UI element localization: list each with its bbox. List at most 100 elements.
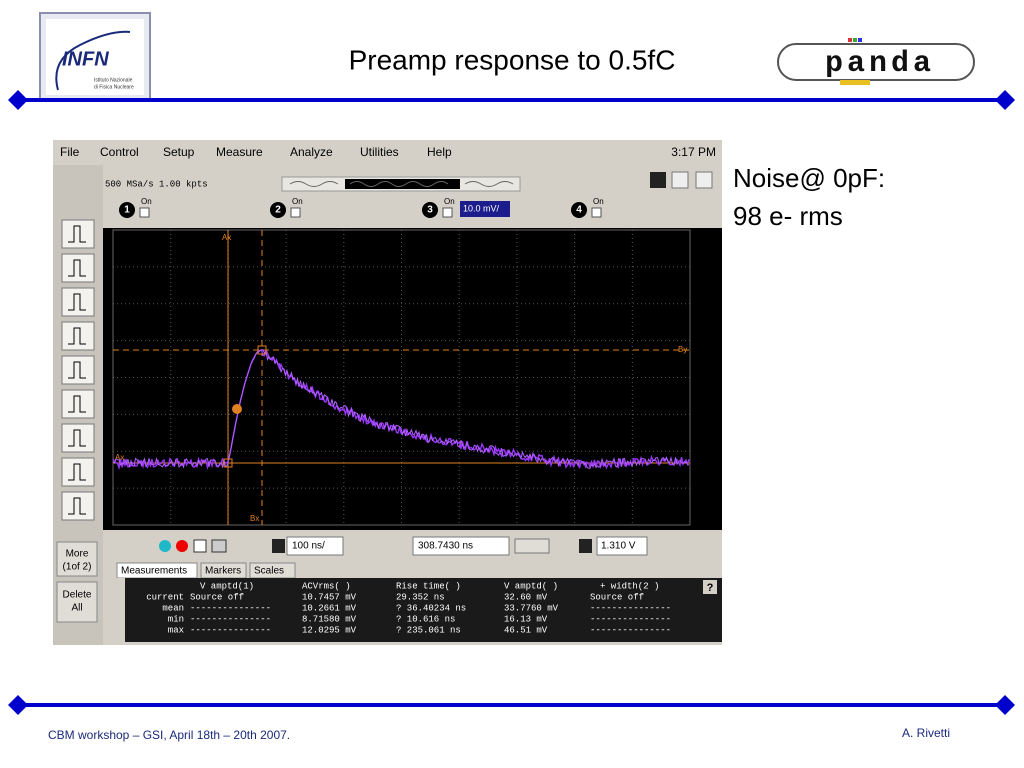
cell: 8.71580 mV [302, 614, 357, 624]
column-header: ACVrms( ) [302, 581, 351, 591]
preview-window [345, 179, 460, 189]
scale-box[interactable] [460, 201, 510, 217]
display [103, 228, 722, 530]
tool-icon [68, 429, 86, 447]
tool-button[interactable] [61, 457, 95, 487]
help-label: ? [707, 582, 714, 594]
tool-button[interactable] [61, 491, 95, 521]
diamond [8, 90, 28, 110]
tool-button[interactable] [61, 253, 95, 283]
channel-checkbox[interactable] [442, 207, 453, 218]
marker-dot [232, 404, 242, 414]
marker-box [257, 345, 267, 355]
tool-button[interactable] [61, 287, 95, 317]
cell: --------------- [590, 614, 671, 624]
delete-button[interactable] [56, 581, 98, 623]
control-icon[interactable] [159, 540, 171, 552]
channel-checkbox[interactable] [591, 207, 602, 218]
menu-item[interactable]: File [60, 145, 80, 159]
channel-checkbox[interactable] [290, 207, 301, 218]
timebase-box[interactable] [286, 536, 344, 556]
channel-badge[interactable] [571, 202, 587, 218]
grid-border [112, 229, 691, 526]
channel-badge[interactable] [270, 202, 286, 218]
logo-dot [858, 38, 862, 42]
window-button[interactable] [650, 172, 666, 188]
channel-number: 4 [576, 205, 582, 216]
channel-number: 2 [275, 205, 281, 216]
tool-button[interactable] [61, 423, 95, 453]
cell: ? 36.40234 ns [396, 603, 466, 613]
delay-box[interactable] [412, 536, 510, 556]
column-header: + width(2 ) [600, 581, 659, 591]
diamond [995, 90, 1015, 110]
channel-checkbox[interactable] [139, 207, 150, 218]
row-label: min [168, 614, 184, 624]
cell: 10.7457 mV [302, 592, 357, 602]
control-icon [272, 539, 285, 553]
row-label: mean [162, 603, 184, 613]
tool-icon [68, 463, 86, 481]
acquisition-status: 500 MSa/s 1.00 kpts [105, 179, 208, 189]
logo-bar [840, 80, 870, 85]
channel-state: On [593, 197, 604, 206]
cell: --------------- [590, 603, 671, 613]
cell: 10.2661 mV [302, 603, 357, 613]
channel-state: On [141, 197, 152, 206]
logo-subtitle: Istituto Nazionale [94, 77, 133, 83]
tool-button[interactable] [61, 321, 95, 351]
channel-state: On [292, 197, 303, 206]
delay: 308.7430 ns [418, 541, 473, 552]
channel-badge[interactable] [119, 202, 135, 218]
tool-icon [68, 395, 86, 413]
control-icon[interactable] [193, 539, 207, 553]
logo-dot [853, 38, 857, 42]
cell: --------------- [590, 625, 671, 635]
more-button[interactable] [56, 541, 98, 577]
menu-item[interactable]: Analyze [290, 145, 333, 159]
trigger-level: 1.310 V [601, 541, 636, 552]
cell: 46.51 mV [504, 625, 548, 635]
tool-button[interactable] [61, 355, 95, 385]
note-line: Noise@ 0pF: [733, 163, 885, 193]
graticule [112, 229, 691, 526]
footer-author: A. Rivetti [902, 726, 950, 740]
menu-item[interactable]: Utilities [360, 145, 399, 159]
row-label: current [146, 592, 184, 602]
channel-badge[interactable] [422, 202, 438, 218]
control-icon[interactable] [176, 540, 188, 552]
nav-buttons[interactable] [514, 538, 550, 554]
tab-label: Markers [205, 566, 241, 577]
panda-logo: panda [777, 38, 975, 85]
logo-arc [55, 30, 131, 91]
preview-wave [289, 181, 514, 187]
tool-icon [68, 259, 86, 277]
menu-item[interactable]: Setup [163, 145, 195, 159]
help-button[interactable] [703, 580, 717, 594]
menu-item[interactable]: Measure [216, 145, 263, 159]
menu-item[interactable]: Help [427, 145, 452, 159]
measurement-panel [113, 578, 722, 642]
infn-logo: INFN Istituto Nazionale di Fisica Nuclea… [39, 12, 151, 102]
clock: 3:17 PM [671, 145, 716, 159]
control-icon[interactable] [211, 539, 227, 553]
cell: --------------- [190, 603, 271, 613]
menu-item[interactable]: Control [100, 145, 139, 159]
tool-button[interactable] [61, 389, 95, 419]
trigger-box[interactable] [596, 536, 648, 556]
marker-label: Ax [222, 233, 231, 242]
cell: Source off [190, 592, 244, 602]
menu: File Control Setup Measure Analyze Utilities H… [60, 145, 452, 159]
logo-text: panda [825, 47, 935, 81]
cell: 16.13 mV [504, 614, 548, 624]
cell: 33.7760 mV [504, 603, 559, 613]
note-line: 98 e- rms [733, 201, 843, 231]
window-button[interactable] [695, 171, 713, 189]
tool-button[interactable] [61, 219, 95, 249]
tool-buttons [61, 219, 95, 521]
tab-label: Measurements [121, 566, 187, 577]
window-button[interactable] [671, 171, 689, 189]
tool-icon [68, 225, 86, 243]
scrollbar[interactable] [113, 578, 125, 642]
